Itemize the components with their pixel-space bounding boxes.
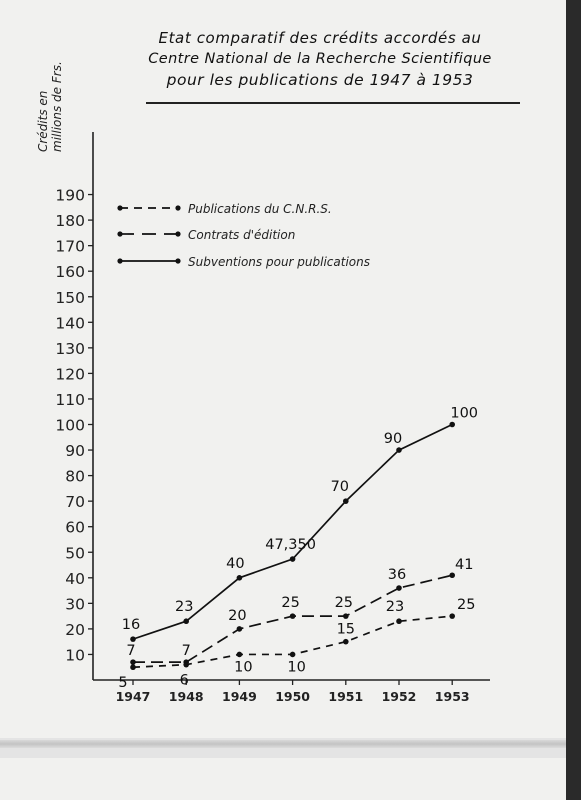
legend-label: Subventions pour publications bbox=[188, 255, 370, 269]
y-tick-label: 170 bbox=[55, 238, 85, 256]
data-label: 36 bbox=[388, 567, 406, 583]
x-tick-label: 1947 bbox=[116, 689, 151, 704]
data-point bbox=[343, 498, 349, 504]
data-label: 100 bbox=[450, 406, 478, 422]
data-point bbox=[396, 618, 402, 625]
x-tick-label: 1953 bbox=[435, 689, 470, 704]
chart-title: Etat comparatif des crédits accordés au … bbox=[110, 28, 530, 91]
x-tick-label: 1948 bbox=[169, 689, 204, 704]
x-tick-label: 1950 bbox=[275, 689, 310, 704]
y-tick-label: 100 bbox=[55, 417, 85, 435]
data-point bbox=[449, 572, 456, 579]
y-tick-label: 130 bbox=[55, 340, 85, 358]
y-tick-label: 140 bbox=[55, 314, 85, 332]
data-point bbox=[289, 556, 296, 562]
title-line-1: Etat comparatif des crédits accordés au bbox=[158, 29, 482, 47]
y-tick-label: 150 bbox=[55, 289, 85, 307]
x-tick-label: 1951 bbox=[328, 689, 363, 704]
data-label: 25 bbox=[457, 597, 475, 613]
legend-marker bbox=[117, 205, 123, 211]
legend-marker bbox=[175, 231, 181, 237]
y-tick-label: 120 bbox=[55, 365, 85, 383]
y-tick-label: 110 bbox=[55, 391, 85, 409]
data-point bbox=[130, 664, 136, 671]
title-underline bbox=[146, 102, 520, 104]
y-tick-label: 70 bbox=[65, 493, 85, 511]
y-tick-label: 80 bbox=[65, 468, 85, 486]
data-label: 7 bbox=[126, 643, 135, 659]
paper-sheet bbox=[0, 0, 566, 800]
y-tick-label: 20 bbox=[65, 621, 85, 639]
line-chart: 10 20 30 40 50 60 70 80 90 100 110 120 130 140 150 160 1… bbox=[55, 132, 490, 704]
legend-marker bbox=[117, 231, 123, 237]
data-label: 7 bbox=[182, 643, 191, 659]
scan-bottom-shadow bbox=[0, 740, 566, 748]
data-point bbox=[236, 626, 243, 632]
x-tick-label: 1949 bbox=[222, 689, 257, 704]
data-label: 6 bbox=[180, 673, 189, 689]
data-label: 23 bbox=[175, 599, 193, 615]
data-label: 10 bbox=[234, 659, 252, 675]
title-line-2: Centre National de la Recherche Scientif… bbox=[148, 51, 492, 67]
data-label: 20 bbox=[228, 608, 246, 624]
legend-label: Publications du C.N.R.S. bbox=[188, 202, 332, 216]
data-point bbox=[183, 618, 189, 625]
data-label: 5 bbox=[118, 675, 127, 691]
y-tick-label: 40 bbox=[65, 570, 85, 588]
y-tick-label: 160 bbox=[55, 263, 85, 281]
x-tick-label: 1952 bbox=[382, 689, 417, 704]
legend-marker bbox=[175, 205, 181, 211]
data-point bbox=[343, 638, 349, 645]
data-label: 25 bbox=[281, 595, 299, 611]
data-point bbox=[236, 575, 243, 581]
data-point bbox=[449, 613, 456, 619]
data-label: 16 bbox=[122, 617, 140, 633]
data-label: 40 bbox=[226, 556, 244, 572]
data-point bbox=[130, 659, 136, 665]
y-tick-label: 10 bbox=[65, 646, 85, 664]
data-point bbox=[449, 421, 456, 428]
y-tick-label: 180 bbox=[55, 212, 85, 230]
data-label: 41 bbox=[455, 557, 473, 573]
data-label: 25 bbox=[335, 595, 353, 611]
legend-marker bbox=[175, 258, 181, 264]
data-point bbox=[396, 585, 402, 591]
title-line-3: pour les publications de 1947 à 1953 bbox=[166, 71, 474, 89]
y-tick-label: 190 bbox=[55, 187, 85, 205]
y-tick-label: 50 bbox=[65, 544, 85, 562]
data-label: 23 bbox=[386, 599, 404, 615]
data-point bbox=[130, 636, 136, 642]
legend-marker bbox=[117, 258, 123, 264]
y-tick-label: 90 bbox=[65, 442, 85, 460]
data-point bbox=[183, 661, 189, 668]
y-tick-label: 60 bbox=[65, 519, 85, 537]
legend-label: Contrats d'édition bbox=[188, 228, 295, 242]
data-point bbox=[289, 613, 296, 619]
y-tick-label: 30 bbox=[65, 595, 85, 613]
data-point bbox=[343, 613, 349, 619]
data-label: 10 bbox=[287, 659, 305, 675]
data-point bbox=[396, 447, 402, 453]
data-label: 47,350 bbox=[265, 537, 316, 553]
data-label: 70 bbox=[331, 479, 349, 495]
data-point bbox=[289, 651, 296, 658]
data-point bbox=[236, 651, 243, 658]
data-label: 15 bbox=[337, 622, 355, 638]
scan-edge bbox=[566, 0, 581, 800]
data-label: 90 bbox=[384, 431, 402, 447]
